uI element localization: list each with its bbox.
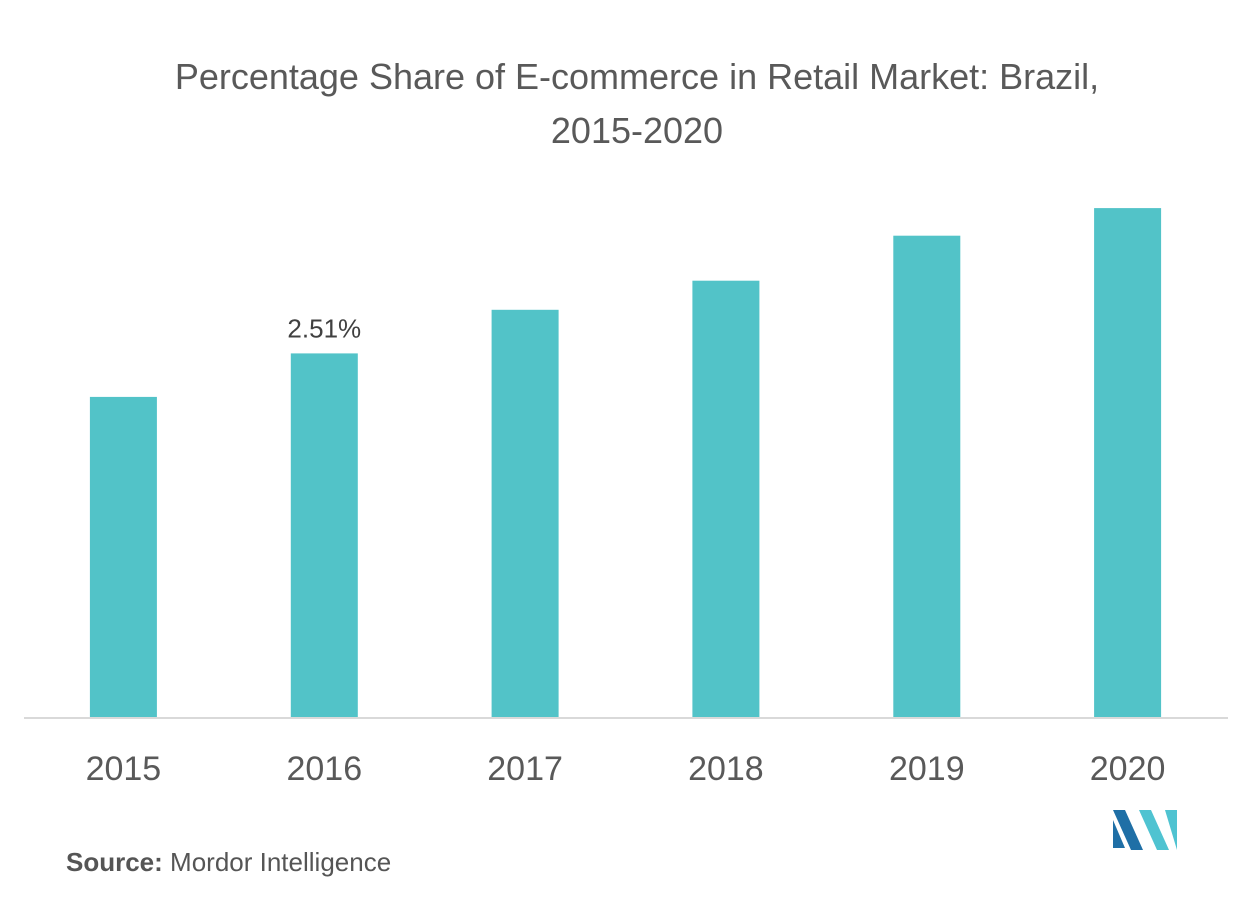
bar-2019: [893, 235, 961, 718]
x-tick-label: 2015: [86, 750, 162, 788]
x-tick-label: 2020: [1090, 750, 1166, 788]
x-tick-labels: 2015 2016 2017 2018 2019 2020: [86, 750, 1166, 788]
data-label: 2.51%: [287, 313, 361, 343]
bar-2016: [290, 353, 358, 718]
data-labels: 2.51%: [287, 313, 361, 343]
x-tick-label: 2019: [889, 750, 965, 788]
x-tick-label: 2016: [286, 750, 362, 788]
x-tick-label: 2017: [487, 750, 563, 788]
bar-2018: [692, 280, 760, 718]
x-tick-label: 2018: [688, 750, 764, 788]
bar-2015: [89, 396, 157, 718]
mordor-intelligence-logo-icon: [1113, 810, 1177, 850]
chart-title: Percentage Share of E-commerce in Retail…: [0, 50, 1252, 158]
source-label: Source:: [66, 847, 163, 877]
bars-group: [89, 208, 1162, 718]
source-text: Mordor Intelligence: [170, 847, 392, 877]
bar-2020: [1094, 208, 1162, 718]
bar-2017: [491, 309, 559, 718]
source-note: Source: Mordor Intelligence: [66, 847, 391, 878]
chart-title-line-1: Percentage Share of E-commerce in Retail…: [174, 56, 1100, 97]
chart-title-line-2: 2015-2020: [550, 110, 724, 151]
